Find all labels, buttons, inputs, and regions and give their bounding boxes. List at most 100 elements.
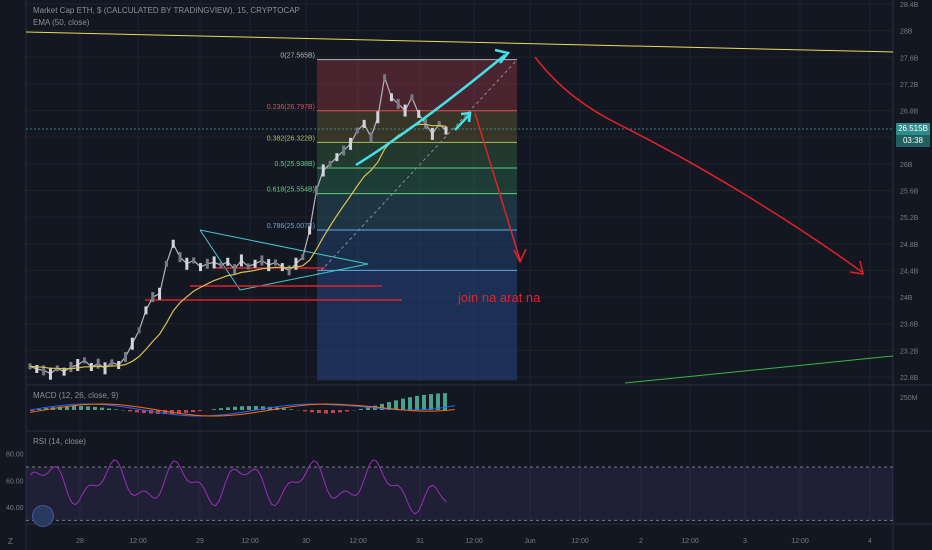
- fib-diagonal: [316, 59, 518, 276]
- candle: [144, 306, 148, 315]
- candle: [164, 260, 168, 267]
- candle: [171, 239, 175, 248]
- symbol-title: Market Cap ETH, $ (CALCULATED BY TRADING…: [33, 6, 300, 15]
- time-tick-label: Jun: [524, 538, 535, 545]
- macd-histogram-bar: [86, 406, 90, 410]
- candle: [123, 352, 127, 363]
- fib-zone-1: [317, 110, 517, 143]
- candle: [410, 94, 414, 101]
- candle: [137, 327, 141, 334]
- fib-label-3: 0.5(25.938B): [275, 161, 315, 168]
- fib-zone-5: [317, 229, 517, 271]
- ema-legend: EMA (50, close): [33, 18, 90, 27]
- macd-histogram-bar: [443, 393, 447, 410]
- macd-histogram-bar: [37, 409, 41, 410]
- macd-histogram-bar: [233, 406, 237, 410]
- candle: [335, 153, 339, 162]
- candle: [158, 287, 162, 300]
- fib-zone-2: [317, 142, 517, 168]
- candle: [349, 137, 353, 150]
- time-tick-label: 30: [302, 538, 310, 545]
- macd-histogram-bar: [317, 410, 321, 413]
- candle: [192, 257, 196, 264]
- candle: [301, 254, 305, 261]
- macd-histogram-bar: [79, 406, 83, 410]
- ema-line: [29, 123, 447, 370]
- price-tick-label: 26B: [900, 162, 913, 169]
- time-tick-label: 2: [639, 538, 643, 545]
- time-tick-label: 31: [416, 538, 424, 545]
- red-arrowhead-long: [849, 260, 864, 275]
- price-tick-label: 22.8B: [900, 375, 919, 382]
- macd-histogram-bar: [331, 410, 335, 414]
- rsi-legend: RSI (14, close): [33, 437, 86, 446]
- macd-signal-line: [29, 403, 455, 417]
- triangle-pattern: [199, 229, 369, 291]
- price-tick-label: 28B: [900, 29, 913, 36]
- price-tick-label: 24.8B: [900, 242, 919, 249]
- candle: [383, 74, 387, 81]
- red-arrowhead-short: [513, 248, 527, 264]
- candle: [253, 259, 257, 268]
- fib-label-1: 0.236(26.797B): [267, 104, 315, 111]
- price-tick-label: 25.6B: [900, 189, 919, 196]
- rsi-tick-label: 40.00: [6, 505, 24, 512]
- time-tick-label: 12:00: [681, 538, 699, 545]
- candle: [321, 164, 325, 177]
- macd-histogram-bar: [415, 395, 419, 410]
- price-tick-label: 24.4B: [900, 268, 919, 275]
- candle: [430, 127, 434, 140]
- macd-histogram-bar: [387, 402, 391, 410]
- candle: [342, 145, 346, 156]
- candle: [274, 259, 278, 266]
- candle: [362, 119, 366, 128]
- rsi-band: [26, 467, 893, 521]
- candle: [83, 357, 87, 364]
- macd-histogram-bar: [93, 406, 97, 410]
- macd-histogram-bar: [114, 409, 118, 410]
- macd-histogram-bar: [394, 400, 398, 410]
- macd-histogram-bar: [177, 410, 181, 414]
- fib-zone-0: [317, 59, 517, 111]
- candle: [355, 127, 359, 134]
- candle: [437, 120, 441, 127]
- candle: [219, 262, 223, 269]
- macd-histogram-bar: [226, 407, 230, 410]
- macd-histogram-bar: [310, 410, 314, 413]
- candle: [376, 111, 380, 124]
- candle: [260, 255, 264, 266]
- tradingview-logo-icon[interactable]: [32, 505, 54, 527]
- candle: [69, 362, 73, 373]
- time-tick-label: 12:00: [349, 538, 367, 545]
- timezone-corner[interactable]: Z: [8, 537, 13, 546]
- candle: [403, 104, 407, 117]
- time-tick-label: 12:00: [465, 538, 483, 545]
- candle: [212, 256, 216, 269]
- cyan-arrow-main: [355, 54, 506, 167]
- time-tick-label: 12:00: [791, 538, 809, 545]
- macd-histogram-bar: [401, 398, 405, 410]
- candle: [239, 254, 243, 267]
- candle: [35, 365, 39, 374]
- macd-histogram-bar: [359, 408, 363, 410]
- cyan-arrow-small: [454, 114, 470, 131]
- macd-histogram-bar: [324, 410, 328, 414]
- macd-histogram-bar: [107, 408, 111, 410]
- candle: [294, 257, 298, 270]
- fib-zone-4: [317, 193, 517, 230]
- time-tick-label: 29: [196, 538, 204, 545]
- macd-histogram-bar: [289, 409, 293, 410]
- red-arrow-long: [534, 56, 863, 273]
- candle: [287, 265, 291, 276]
- candle: [110, 359, 114, 366]
- candle: [267, 259, 271, 272]
- candle: [396, 98, 400, 109]
- cyan-arrowhead-main: [494, 48, 511, 64]
- candle: [314, 185, 318, 196]
- macd-histogram-bar: [429, 394, 433, 410]
- candle: [369, 132, 373, 143]
- macd-histogram-bar: [422, 394, 426, 410]
- macd-histogram-bar: [100, 407, 104, 410]
